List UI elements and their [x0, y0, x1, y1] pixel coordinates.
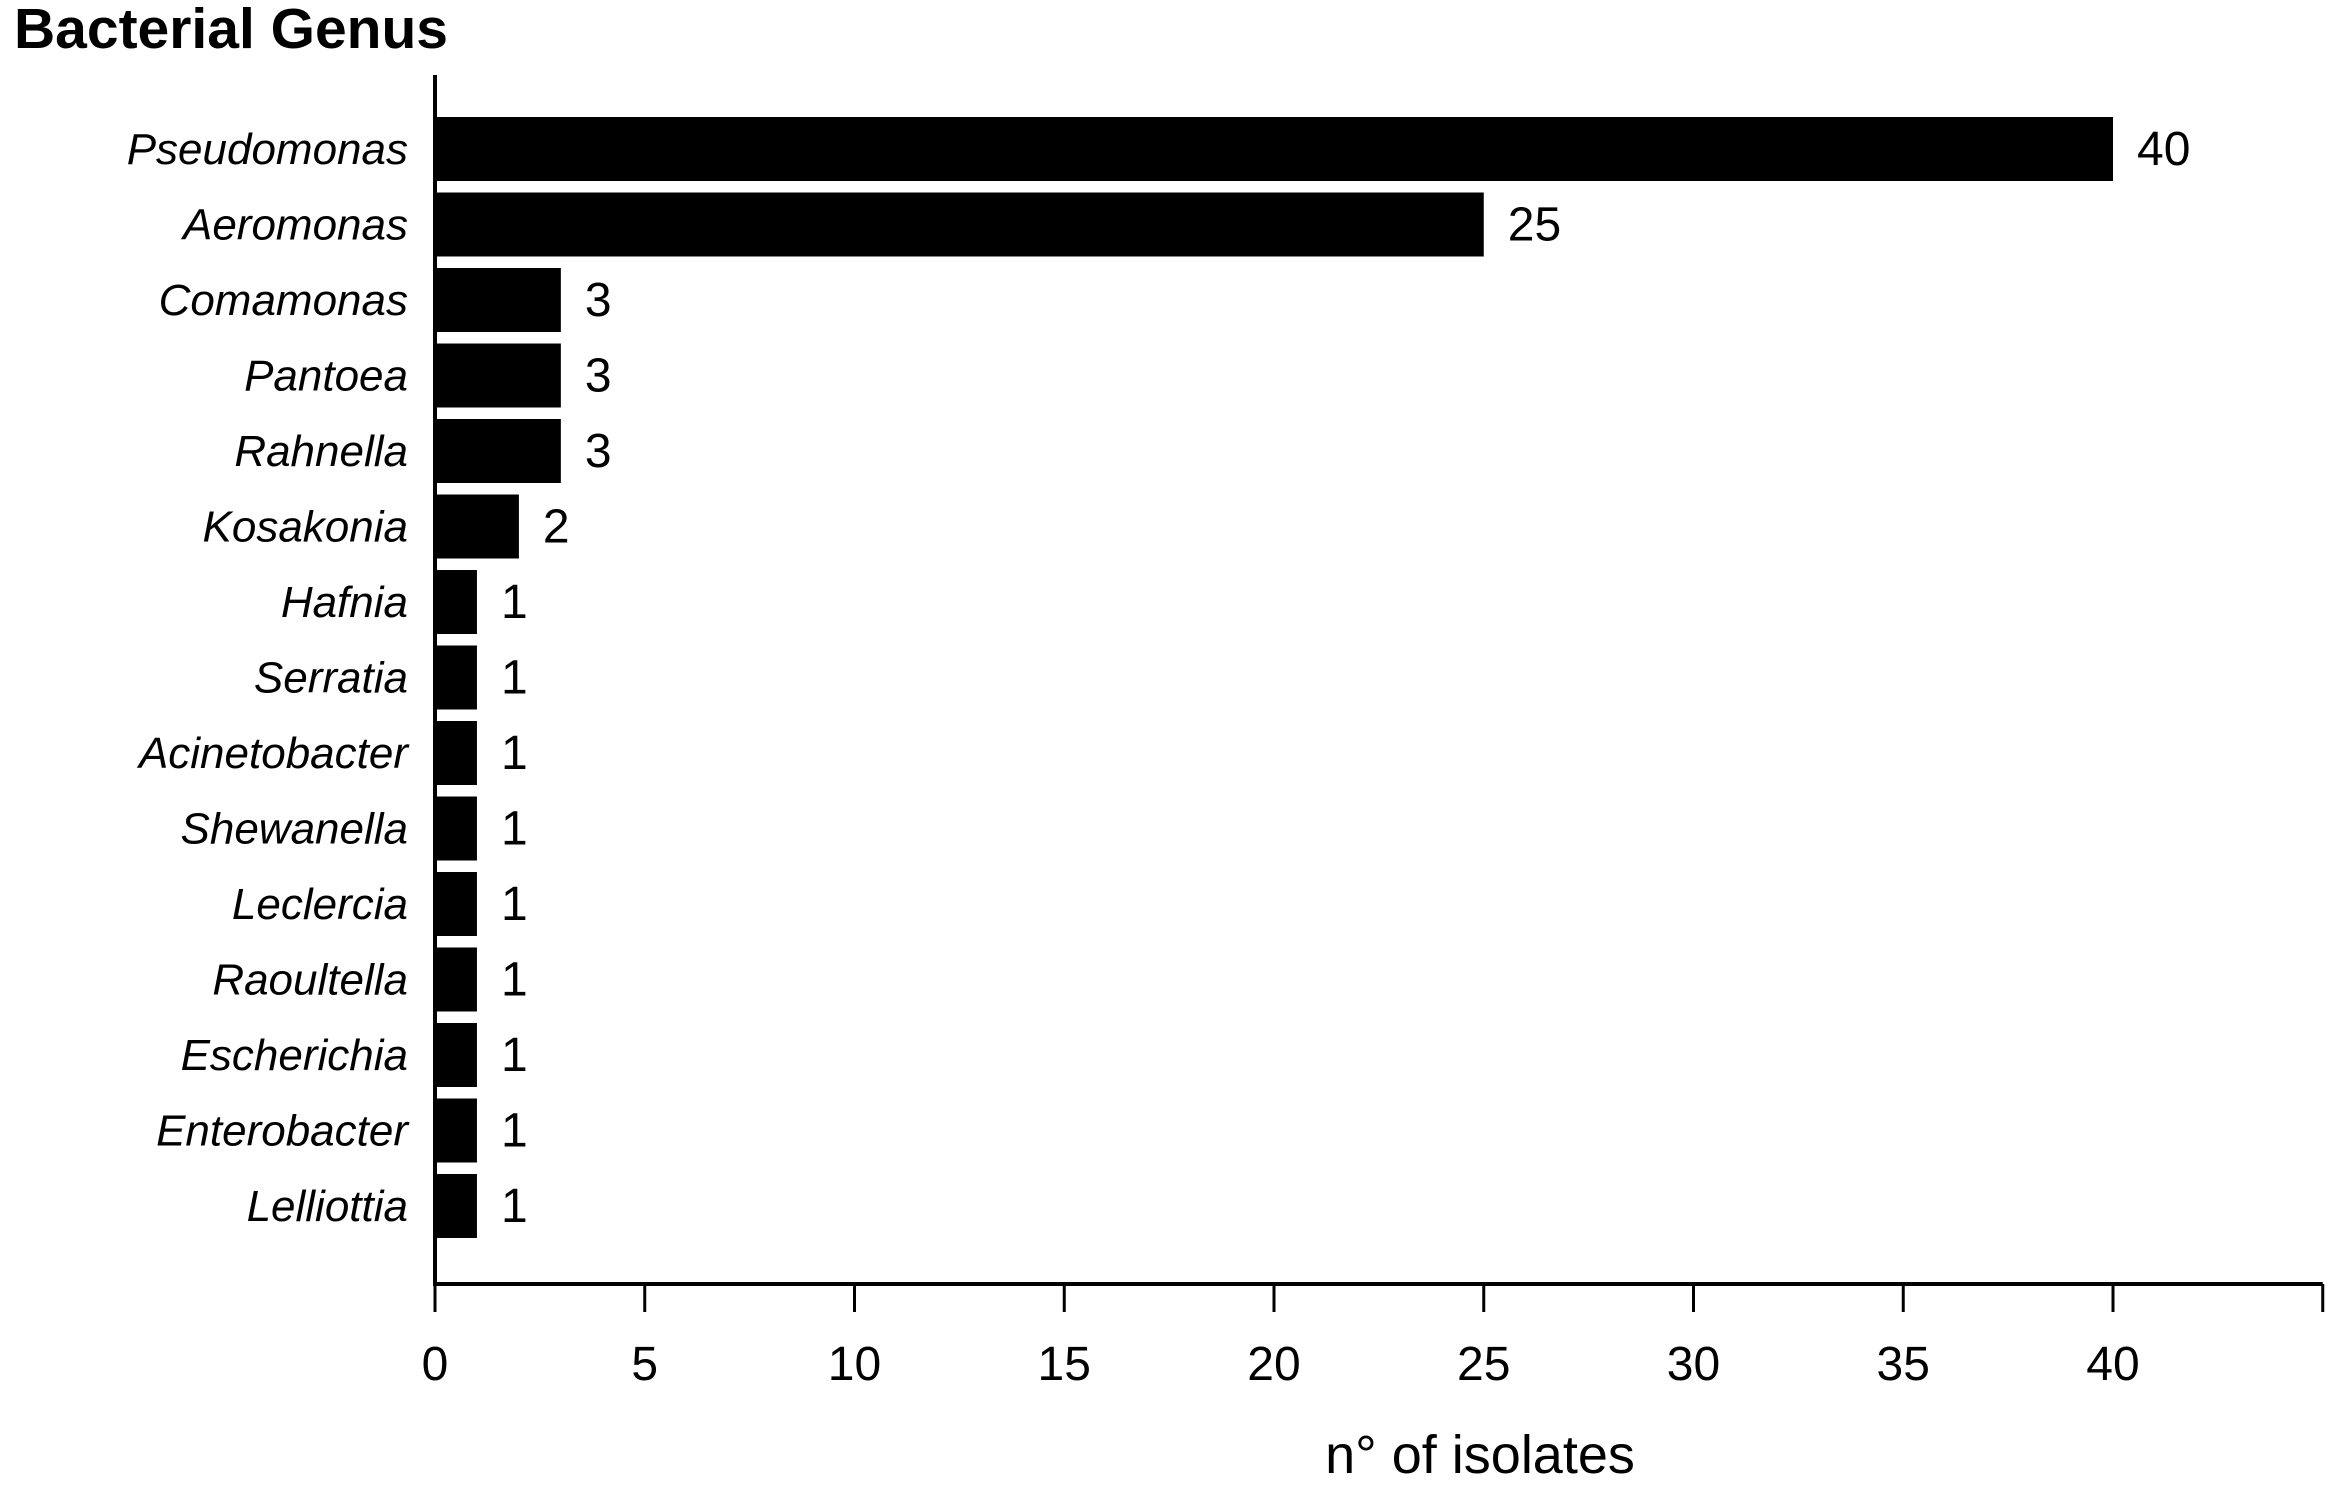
category-label: Comamonas: [159, 276, 408, 325]
value-label: 40: [2137, 123, 2190, 176]
category-label: Pseudomonas: [127, 125, 408, 174]
x-tick-label: 25: [1457, 1338, 1510, 1391]
bar: [435, 419, 561, 483]
category-label: Escherichia: [181, 1031, 408, 1080]
bar: [435, 872, 477, 936]
category-label: Pantoea: [244, 352, 408, 401]
value-label: 1: [501, 1029, 528, 1082]
value-label: 25: [1508, 199, 1561, 252]
bar: [435, 494, 519, 559]
category-label: Rahnella: [234, 427, 408, 476]
bar: [435, 192, 1484, 257]
value-label: 1: [501, 954, 528, 1007]
bar: [435, 343, 561, 408]
category-label: Hafnia: [281, 578, 408, 627]
category-label: Enterobacter: [156, 1107, 410, 1156]
category-label: Lelliottia: [247, 1182, 408, 1231]
value-label: 3: [585, 274, 612, 327]
category-label: Kosakonia: [203, 503, 408, 552]
category-label: Aeromonas: [180, 201, 408, 250]
bar: [435, 1174, 477, 1238]
value-label: 1: [501, 652, 528, 705]
x-axis-title: n° of isolates: [1325, 1425, 1635, 1485]
x-tick-label: 35: [1877, 1338, 1930, 1391]
x-tick-label: 15: [1038, 1338, 1091, 1391]
category-label: Shewanella: [181, 805, 409, 854]
value-label: 1: [501, 803, 528, 856]
value-label: 1: [501, 1180, 528, 1233]
bar: [435, 645, 477, 710]
chart-title: Bacterial Genus: [14, 0, 449, 61]
category-label: Acinetobacter: [136, 729, 410, 778]
value-label: 3: [585, 425, 612, 478]
value-label: 1: [501, 878, 528, 931]
bar: [435, 570, 477, 634]
category-label: Serratia: [254, 654, 408, 703]
bar: [435, 721, 477, 785]
bar: [435, 1023, 477, 1087]
bar: [435, 1098, 477, 1163]
bar: [435, 947, 477, 1012]
value-label: 1: [501, 727, 528, 780]
x-tick-label: 0: [422, 1338, 449, 1391]
value-label: 3: [585, 350, 612, 403]
x-tick-label: 10: [828, 1338, 881, 1391]
value-label: 2: [543, 501, 570, 554]
bar: [435, 796, 477, 861]
x-tick-label: 40: [2086, 1338, 2139, 1391]
value-label: 1: [501, 1105, 528, 1158]
value-label: 1: [501, 576, 528, 629]
x-tick-label: 20: [1247, 1338, 1300, 1391]
category-label: Leclercia: [232, 880, 408, 929]
x-tick-label: 5: [631, 1338, 658, 1391]
bar: [435, 117, 2113, 181]
bar: [435, 268, 561, 332]
category-label: Raoultella: [212, 956, 408, 1005]
x-tick-label: 30: [1667, 1338, 1720, 1391]
